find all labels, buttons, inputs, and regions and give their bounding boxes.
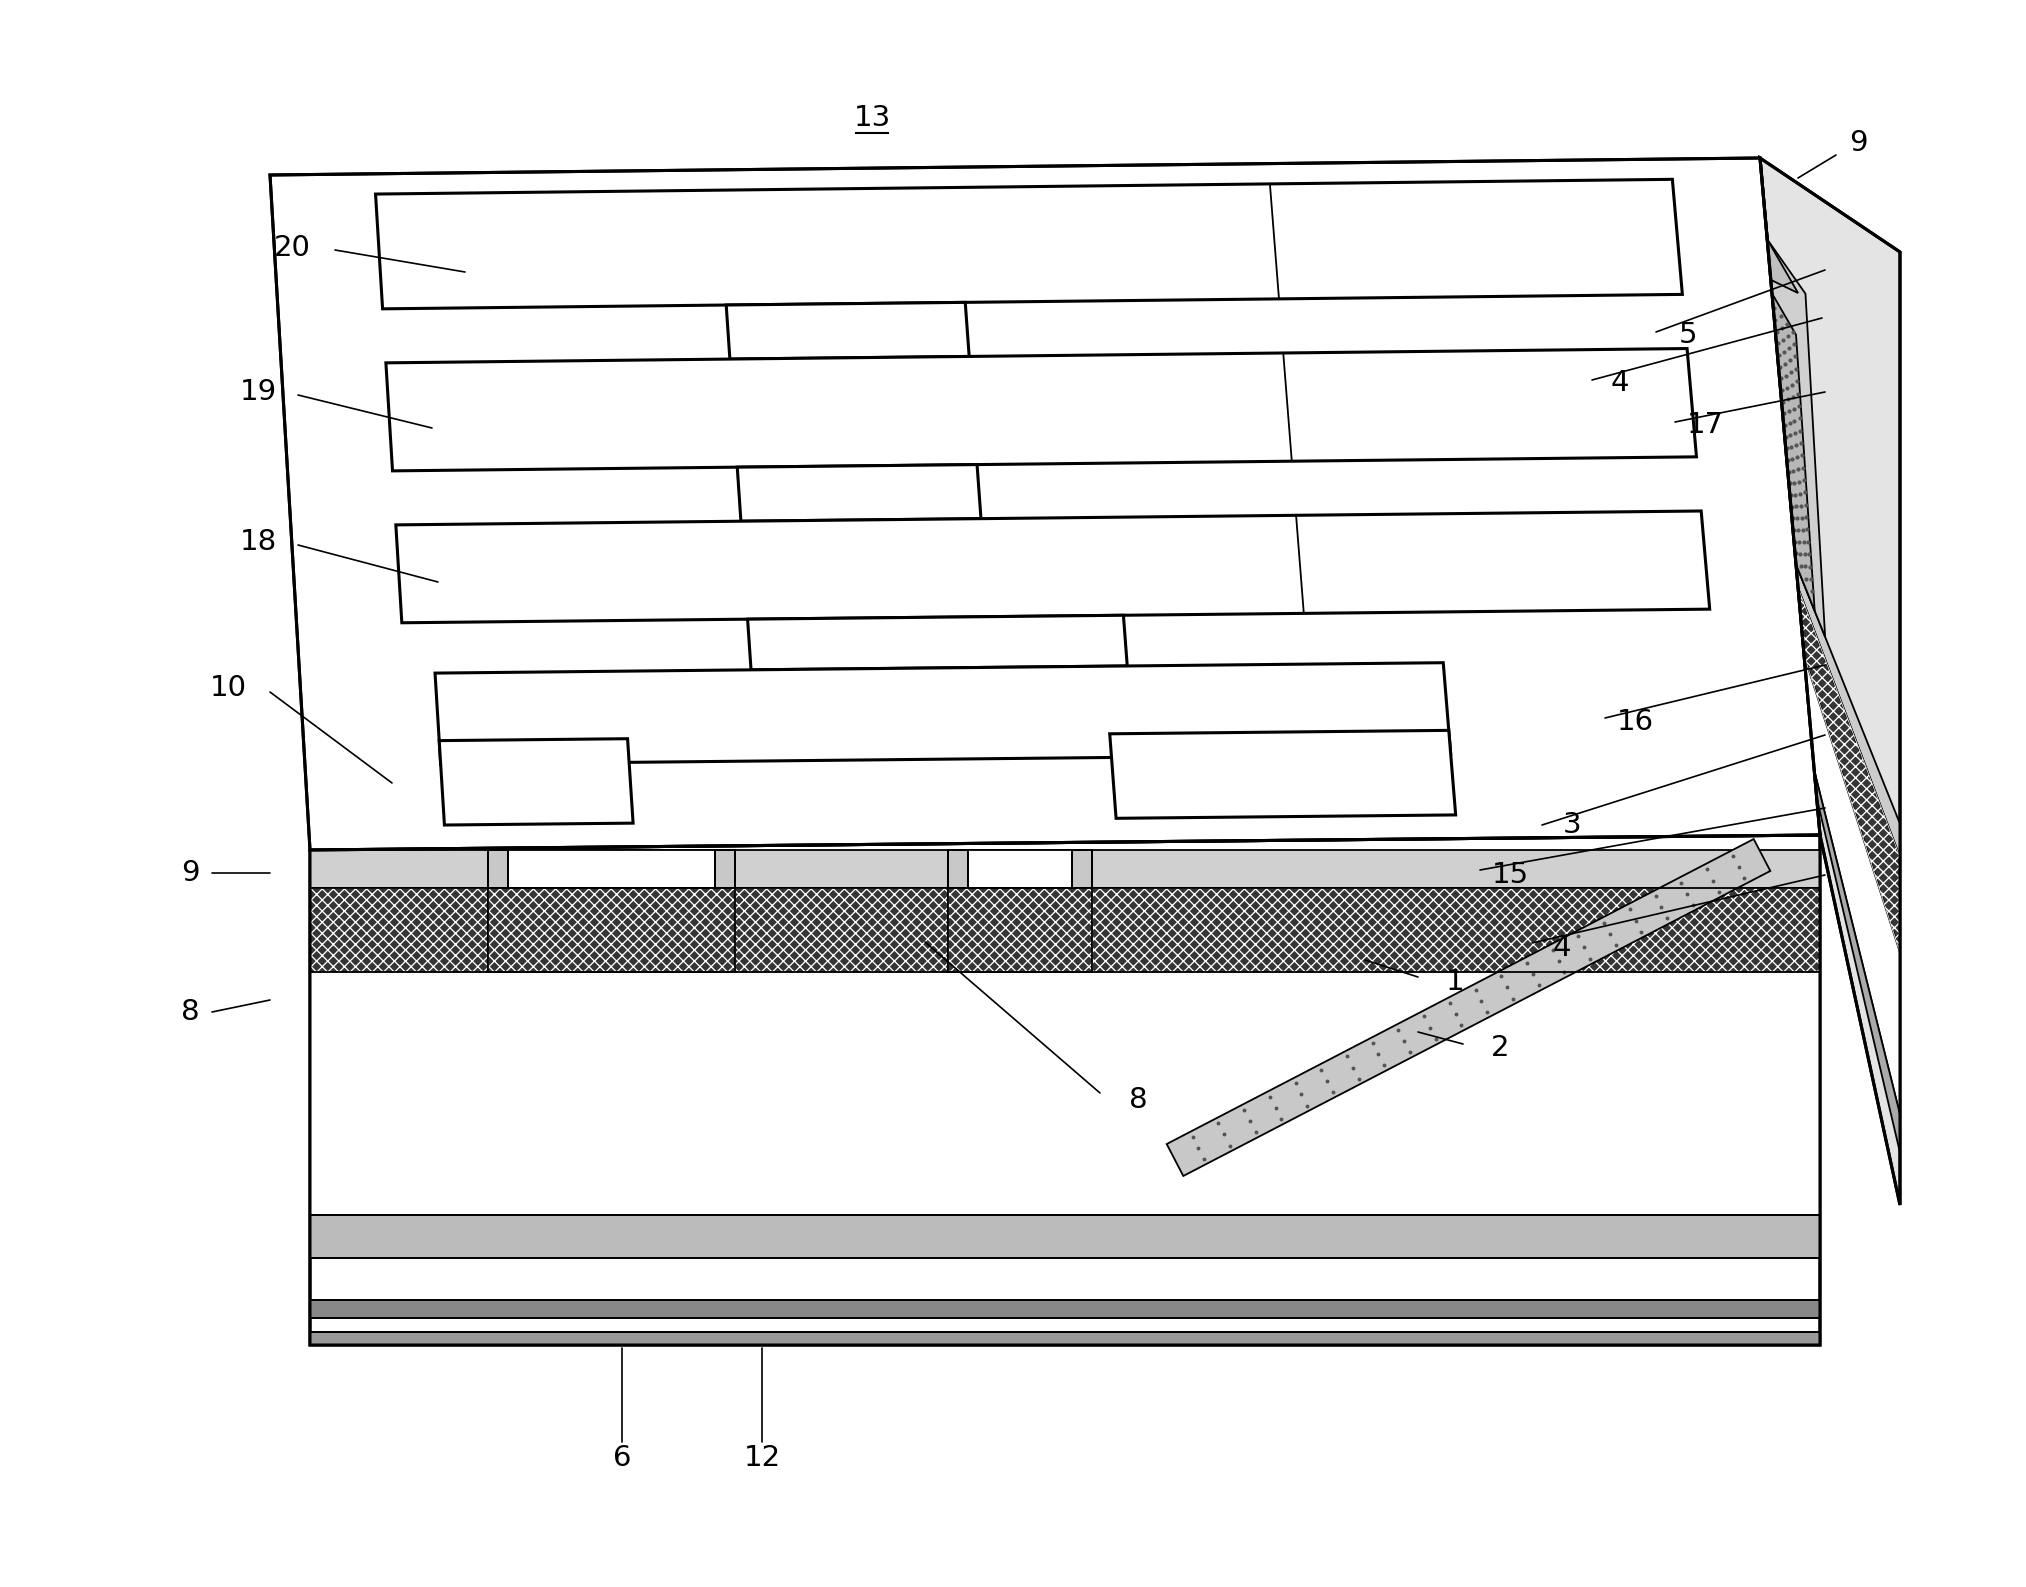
Polygon shape — [1767, 240, 1797, 294]
Polygon shape — [395, 511, 1710, 622]
Polygon shape — [1167, 840, 1771, 1176]
Text: 8: 8 — [1128, 1086, 1147, 1114]
Polygon shape — [310, 1216, 1819, 1258]
Polygon shape — [737, 465, 981, 521]
Text: 19: 19 — [239, 378, 278, 406]
Polygon shape — [488, 851, 735, 971]
Polygon shape — [748, 616, 1126, 670]
Text: 16: 16 — [1617, 708, 1653, 736]
Polygon shape — [1072, 851, 1092, 889]
Text: 6: 6 — [612, 1444, 632, 1473]
Text: 20: 20 — [274, 233, 310, 262]
Text: 9: 9 — [180, 859, 199, 887]
Polygon shape — [385, 349, 1696, 471]
Polygon shape — [375, 179, 1682, 309]
Polygon shape — [715, 851, 735, 889]
Polygon shape — [1815, 771, 1900, 1152]
Polygon shape — [1803, 655, 1900, 1114]
Text: 1: 1 — [1447, 968, 1465, 997]
Polygon shape — [1795, 565, 1900, 857]
Text: 13: 13 — [853, 105, 891, 132]
Polygon shape — [488, 889, 735, 971]
Polygon shape — [310, 1331, 1819, 1346]
Polygon shape — [1761, 159, 1900, 1205]
Polygon shape — [948, 851, 1092, 971]
Polygon shape — [269, 159, 1819, 851]
Text: 4: 4 — [1552, 935, 1572, 962]
Text: 12: 12 — [744, 1444, 780, 1473]
Polygon shape — [310, 835, 1819, 1346]
Polygon shape — [1799, 587, 1900, 952]
Polygon shape — [1773, 294, 1815, 611]
Text: 5: 5 — [1680, 321, 1698, 349]
Polygon shape — [948, 851, 968, 889]
Text: 18: 18 — [239, 528, 278, 555]
Polygon shape — [725, 303, 968, 359]
Polygon shape — [948, 889, 1092, 971]
Text: 15: 15 — [1491, 862, 1528, 889]
Polygon shape — [310, 851, 1819, 889]
Text: 9: 9 — [1850, 129, 1868, 157]
Text: 3: 3 — [1562, 811, 1582, 840]
Text: 4: 4 — [1611, 370, 1629, 397]
Polygon shape — [436, 663, 1451, 765]
Polygon shape — [488, 851, 509, 889]
Text: 17: 17 — [1686, 411, 1724, 440]
Text: 10: 10 — [209, 674, 247, 701]
Polygon shape — [440, 738, 632, 825]
Polygon shape — [1110, 730, 1455, 819]
Polygon shape — [1767, 240, 1825, 636]
Text: 2: 2 — [1491, 1035, 1509, 1062]
Polygon shape — [310, 889, 1819, 971]
Polygon shape — [310, 971, 1819, 1216]
Text: 8: 8 — [180, 998, 199, 1027]
Polygon shape — [310, 1300, 1819, 1317]
